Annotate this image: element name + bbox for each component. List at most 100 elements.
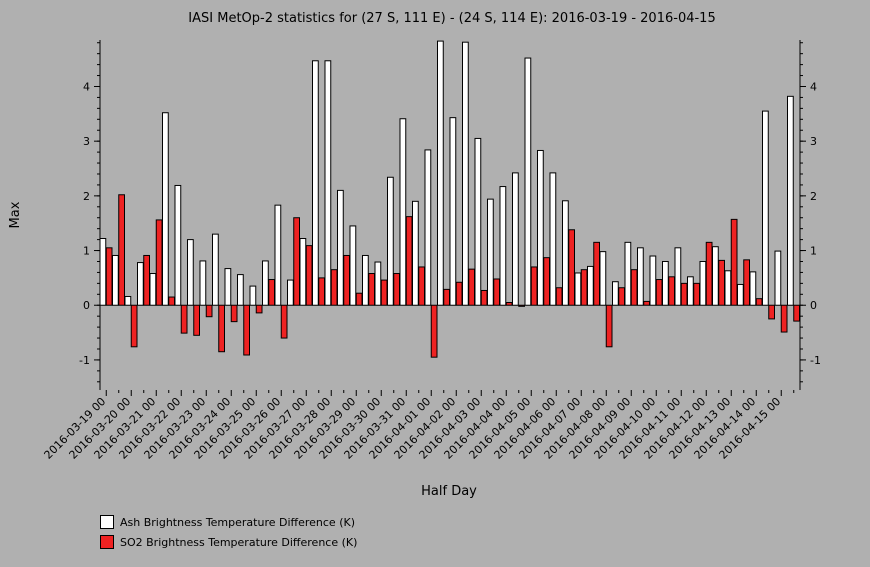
ash-bar bbox=[237, 274, 244, 306]
so2-bar bbox=[443, 288, 450, 306]
legend-label-ash: Ash Brightness Temperature Difference (K… bbox=[120, 515, 355, 529]
ash-bar bbox=[287, 279, 294, 306]
ash-bar bbox=[474, 137, 482, 306]
so2-bar bbox=[305, 245, 313, 306]
so2-bar bbox=[455, 281, 463, 306]
ash-bar bbox=[449, 117, 457, 306]
so2-bar bbox=[143, 254, 150, 306]
so2-bar bbox=[605, 304, 613, 348]
y-tick-label-right: 2 bbox=[810, 190, 817, 203]
so2-bar bbox=[118, 194, 125, 306]
so2-bar bbox=[555, 287, 563, 306]
so2-bar bbox=[105, 247, 113, 306]
ash-bar bbox=[187, 239, 194, 306]
ash-bar bbox=[249, 285, 257, 306]
so2-bar bbox=[180, 304, 188, 334]
ash-bar bbox=[487, 198, 494, 306]
ash-bar bbox=[374, 261, 382, 306]
so2-bar bbox=[230, 304, 238, 323]
ash-bar bbox=[724, 270, 732, 306]
so2-bar bbox=[218, 304, 225, 353]
ash-bar bbox=[212, 233, 219, 306]
ash-bar bbox=[587, 265, 594, 306]
ash-bar bbox=[649, 255, 657, 306]
so2-bar bbox=[405, 216, 413, 306]
so2-bar bbox=[255, 304, 263, 314]
ash-bar bbox=[774, 250, 782, 306]
so2-bar bbox=[155, 219, 163, 306]
y-tick-label-right: 3 bbox=[810, 135, 817, 148]
so2-bar bbox=[330, 269, 338, 306]
ash-bar bbox=[762, 110, 769, 306]
so2-bar bbox=[243, 304, 250, 356]
y-tick-label-left: 2 bbox=[83, 190, 90, 203]
ash-bar bbox=[549, 172, 557, 306]
so2-bar bbox=[530, 266, 538, 306]
ash-bar bbox=[199, 260, 207, 306]
so2-bar bbox=[518, 304, 525, 307]
so2-bar bbox=[430, 304, 438, 358]
x-axis-label: Half Day bbox=[421, 484, 477, 499]
ash-bar bbox=[637, 247, 644, 306]
so2-bar bbox=[193, 304, 200, 336]
y-tick-label-left: 1 bbox=[83, 245, 90, 258]
ash-bar bbox=[462, 41, 469, 306]
y-tick-label-right: 1 bbox=[810, 245, 817, 258]
ash-bar bbox=[437, 40, 444, 306]
ash-bar bbox=[674, 247, 682, 306]
so2-bar bbox=[480, 289, 488, 306]
so2-bar bbox=[418, 266, 425, 306]
ash-bar bbox=[337, 189, 344, 306]
ash-bar bbox=[749, 271, 757, 306]
so2-bar bbox=[618, 287, 625, 306]
ash-bar bbox=[312, 60, 319, 306]
so2-bar bbox=[680, 282, 688, 306]
ash-bar bbox=[624, 241, 632, 306]
legend: Ash Brightness Temperature Difference (K… bbox=[100, 512, 357, 552]
y-tick-label-left: 3 bbox=[83, 135, 90, 148]
so2-bar bbox=[368, 273, 375, 306]
chart-title: IASI MetOp-2 statistics for (27 S, 111 E… bbox=[188, 11, 715, 26]
ash-bar bbox=[149, 273, 157, 306]
ash-bar bbox=[512, 172, 519, 306]
so2-bar bbox=[755, 298, 763, 306]
so2-bar bbox=[705, 241, 713, 306]
so2-bar bbox=[468, 268, 475, 306]
ash-bar bbox=[399, 118, 407, 306]
ash-bar bbox=[174, 184, 182, 306]
ash-bar bbox=[137, 262, 144, 306]
so2-bar bbox=[568, 229, 575, 306]
ash-bar bbox=[562, 200, 569, 306]
y-tick-label-right: -1 bbox=[810, 354, 821, 367]
so2-bar bbox=[743, 259, 750, 306]
so2-bar bbox=[718, 259, 725, 306]
so2-bar bbox=[693, 282, 700, 306]
so2-bar bbox=[780, 304, 788, 333]
ash-bar bbox=[537, 149, 544, 306]
so2-bar bbox=[268, 279, 275, 306]
so2-bar bbox=[355, 292, 363, 306]
so2-bar bbox=[205, 304, 213, 318]
so2-bar bbox=[643, 300, 650, 306]
so2-bar bbox=[280, 304, 288, 339]
ash-bar bbox=[112, 254, 119, 306]
ash-bar bbox=[412, 200, 419, 306]
ash-bar bbox=[787, 95, 794, 306]
so2-bar bbox=[393, 273, 400, 306]
ash-bar bbox=[424, 149, 432, 306]
ash-bar bbox=[124, 295, 132, 306]
legend-swatch-ash bbox=[100, 515, 114, 529]
so2-bar bbox=[130, 304, 138, 348]
y-tick-label-left: -1 bbox=[79, 354, 90, 367]
legend-label-so2: SO2 Brightness Temperature Difference (K… bbox=[120, 535, 358, 549]
so2-bar bbox=[630, 269, 638, 306]
so2-bar bbox=[318, 277, 325, 306]
ash-bar bbox=[499, 186, 507, 306]
so2-bar bbox=[343, 254, 350, 306]
y-tick-label-right: 4 bbox=[810, 80, 817, 93]
ash-bar bbox=[662, 260, 669, 306]
ash-bar bbox=[612, 281, 619, 306]
so2-bar bbox=[543, 257, 550, 306]
ash-bar bbox=[274, 204, 282, 306]
